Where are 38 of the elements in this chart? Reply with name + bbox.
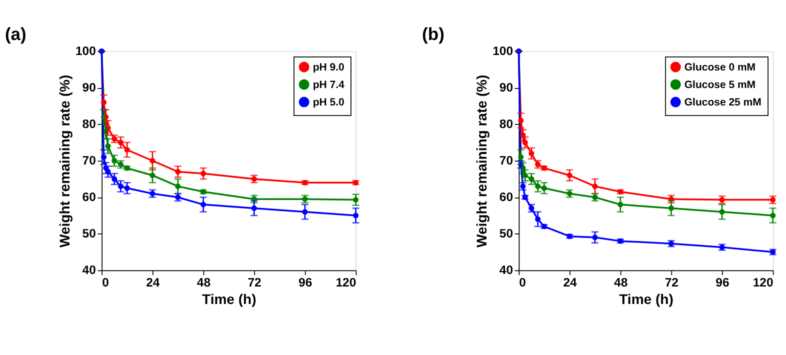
- x-tick-label: 120: [336, 275, 356, 290]
- x-tick-label: 0: [102, 275, 110, 290]
- y-tick-label: 50: [82, 226, 96, 241]
- legend-label: pH 5.0: [312, 96, 344, 109]
- x-tick-label: 48: [614, 275, 628, 290]
- chart-title: (a): [4, 24, 26, 44]
- legend-label: pH 9.0: [312, 61, 344, 74]
- y-tick-label: 80: [82, 117, 96, 132]
- x-tick-label: 96: [298, 275, 312, 290]
- x-tick-label: 120: [752, 275, 774, 290]
- y-tick-label: 100: [492, 44, 514, 58]
- y-tick-label: 60: [499, 190, 514, 204]
- y-tick-label: 40: [499, 263, 514, 278]
- x-tick-label: 48: [196, 275, 211, 290]
- x-axis-title: Time (h): [202, 291, 256, 308]
- y-tick-label: 50: [499, 226, 514, 241]
- legend-label: Glucose 0 mM: [684, 61, 756, 74]
- x-tick-label: 72: [664, 275, 679, 290]
- x-tick-label: 72: [248, 275, 262, 290]
- legend-label: Glucose 5 mM: [684, 79, 756, 92]
- x-axis-title: Time (h): [619, 291, 674, 308]
- x-tick-label: 0: [519, 275, 526, 290]
- y-tick-label: 90: [82, 80, 96, 95]
- legend-label: Glucose 25 mM: [684, 96, 762, 109]
- y-tick-label: 80: [499, 117, 514, 132]
- x-tick-label: 24: [563, 275, 577, 290]
- legend-label: pH 7.4: [312, 79, 344, 92]
- y-axis-title: Weight remaining rate (%): [56, 74, 72, 248]
- y-tick-label: 100: [75, 44, 96, 58]
- y-axis-title: Weight remaining rate (%): [473, 74, 490, 248]
- y-tick-label: 90: [499, 80, 514, 95]
- x-tick-label: 24: [146, 275, 160, 290]
- y-tick-label: 40: [82, 263, 96, 278]
- y-tick-label: 70: [82, 154, 96, 168]
- x-tick-label: 96: [716, 275, 730, 290]
- y-tick-label: 60: [82, 190, 96, 204]
- chart-title: (b): [422, 24, 444, 44]
- y-tick-label: 70: [499, 154, 514, 168]
